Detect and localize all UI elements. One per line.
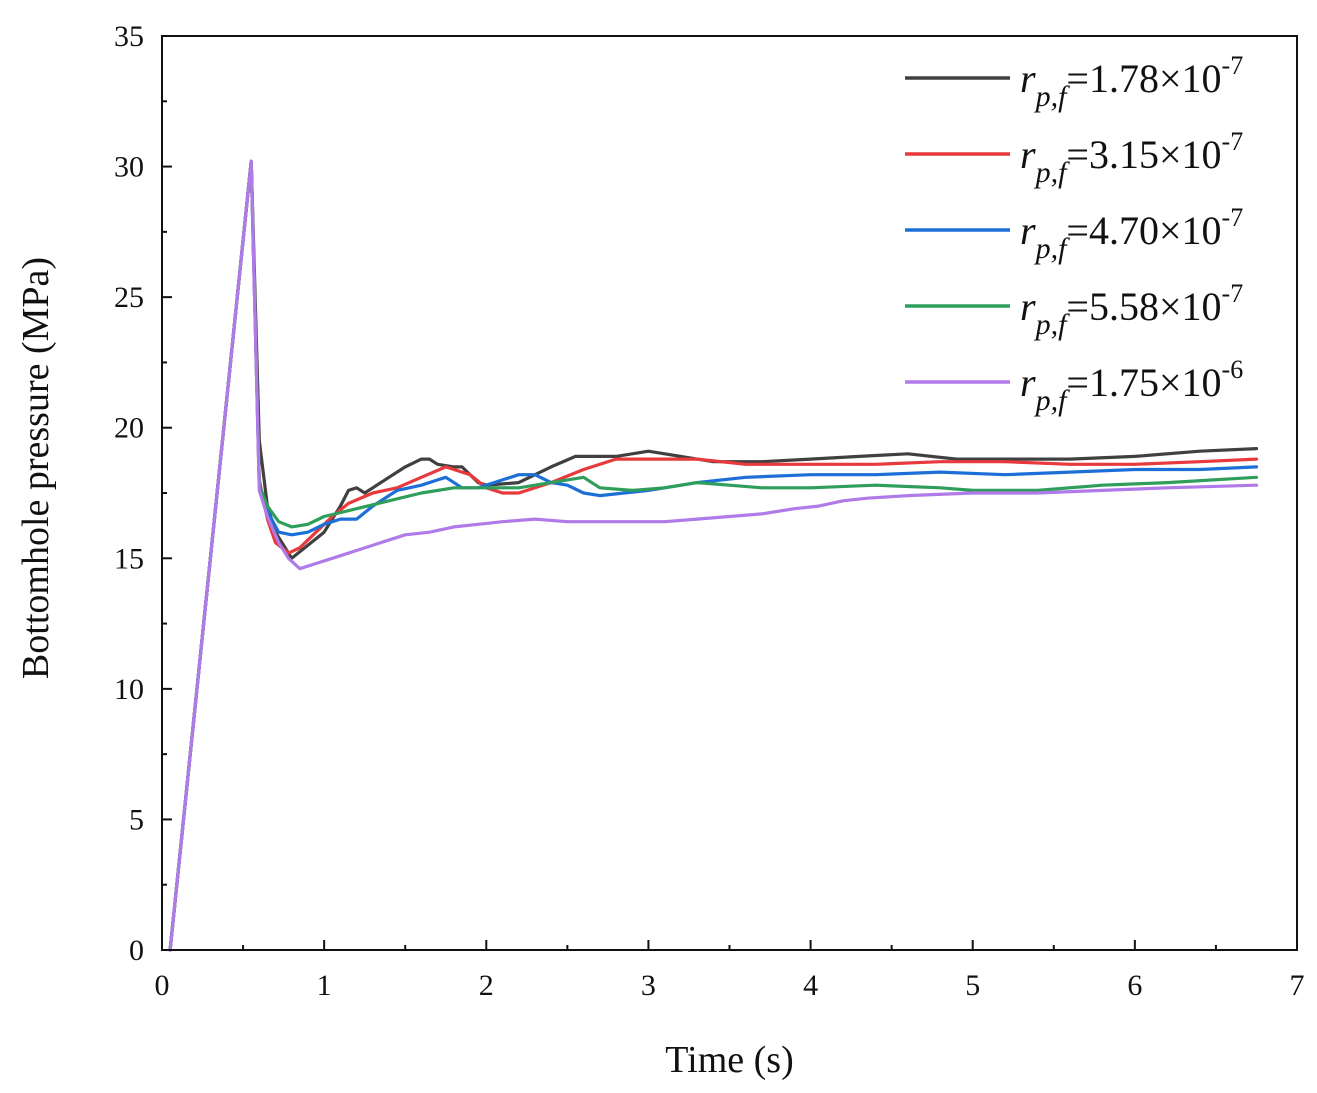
y-tick-label: 20 <box>114 412 144 445</box>
legend-value: =1.75×10 <box>1066 360 1221 405</box>
legend-subscript: p,f <box>1034 156 1071 189</box>
series-line-1 <box>168 159 1259 952</box>
y-tick-label: 35 <box>114 20 144 53</box>
legend-item: rp,f=4.70×10-7 <box>905 203 1243 265</box>
series-line-5 <box>168 159 1259 952</box>
legend-exponent: -6 <box>1222 355 1244 384</box>
y-tick-label: 25 <box>114 281 144 314</box>
y-tick-label: 0 <box>129 934 144 967</box>
y-tick-label: 10 <box>114 673 144 706</box>
x-axis-title: Time (s) <box>665 1039 793 1081</box>
legend-symbol: r <box>1020 208 1036 253</box>
legend-symbol: r <box>1020 56 1036 101</box>
legend-exponent: -7 <box>1222 279 1244 308</box>
y-tick-label: 15 <box>114 542 144 575</box>
y-tick-label: 5 <box>129 803 144 836</box>
series-line-4 <box>168 159 1259 952</box>
x-tick-label: 6 <box>1127 969 1142 1002</box>
legend-item: rp,f=1.78×10-7 <box>905 51 1243 113</box>
series-line-3 <box>168 159 1259 952</box>
legend-symbol: r <box>1020 360 1036 405</box>
legend-label: rp,f=3.15×10-7 <box>1020 127 1243 189</box>
y-axis-title: Bottomhole pressure (MPa) <box>15 257 57 679</box>
x-tick-label: 0 <box>155 969 170 1002</box>
legend-exponent: -7 <box>1222 127 1244 156</box>
legend-subscript: p,f <box>1034 80 1071 113</box>
legend-subscript: p,f <box>1034 384 1071 417</box>
x-axis-ticks: 0 1 2 3 4 5 6 7 <box>155 940 1305 1002</box>
legend-label: rp,f=5.58×10-7 <box>1020 279 1243 341</box>
legend-subscript: p,f <box>1034 308 1071 341</box>
y-axis-ticks: 0 5 10 15 20 25 30 35 <box>114 20 172 967</box>
legend-value: =4.70×10 <box>1066 208 1221 253</box>
legend-subscript: p,f <box>1034 232 1071 265</box>
legend-label: rp,f=1.78×10-7 <box>1020 51 1243 113</box>
legend-value: =1.78×10 <box>1066 56 1221 101</box>
legend-symbol: r <box>1020 132 1036 177</box>
legend-label: rp,f=4.70×10-7 <box>1020 203 1243 265</box>
legend-symbol: r <box>1020 284 1036 329</box>
legend-value: =5.58×10 <box>1066 284 1221 329</box>
plot-lines <box>168 159 1259 952</box>
legend-exponent: -7 <box>1222 51 1244 80</box>
x-tick-label: 4 <box>803 969 818 1002</box>
x-tick-label: 2 <box>479 969 494 1002</box>
legend: rp,f=1.78×10-7rp,f=3.15×10-7rp,f=4.70×10… <box>905 51 1243 417</box>
x-tick-label: 1 <box>317 969 332 1002</box>
legend-item: rp,f=5.58×10-7 <box>905 279 1243 341</box>
x-tick-label: 5 <box>965 969 980 1002</box>
legend-exponent: -7 <box>1222 203 1244 232</box>
series-line-2 <box>168 159 1259 952</box>
x-tick-label: 3 <box>641 969 656 1002</box>
legend-value: =3.15×10 <box>1066 132 1221 177</box>
x-tick-label: 7 <box>1290 969 1305 1002</box>
legend-label: rp,f=1.75×10-6 <box>1020 355 1243 417</box>
legend-item: rp,f=1.75×10-6 <box>905 355 1243 417</box>
legend-item: rp,f=3.15×10-7 <box>905 127 1243 189</box>
y-tick-label: 30 <box>114 151 144 184</box>
